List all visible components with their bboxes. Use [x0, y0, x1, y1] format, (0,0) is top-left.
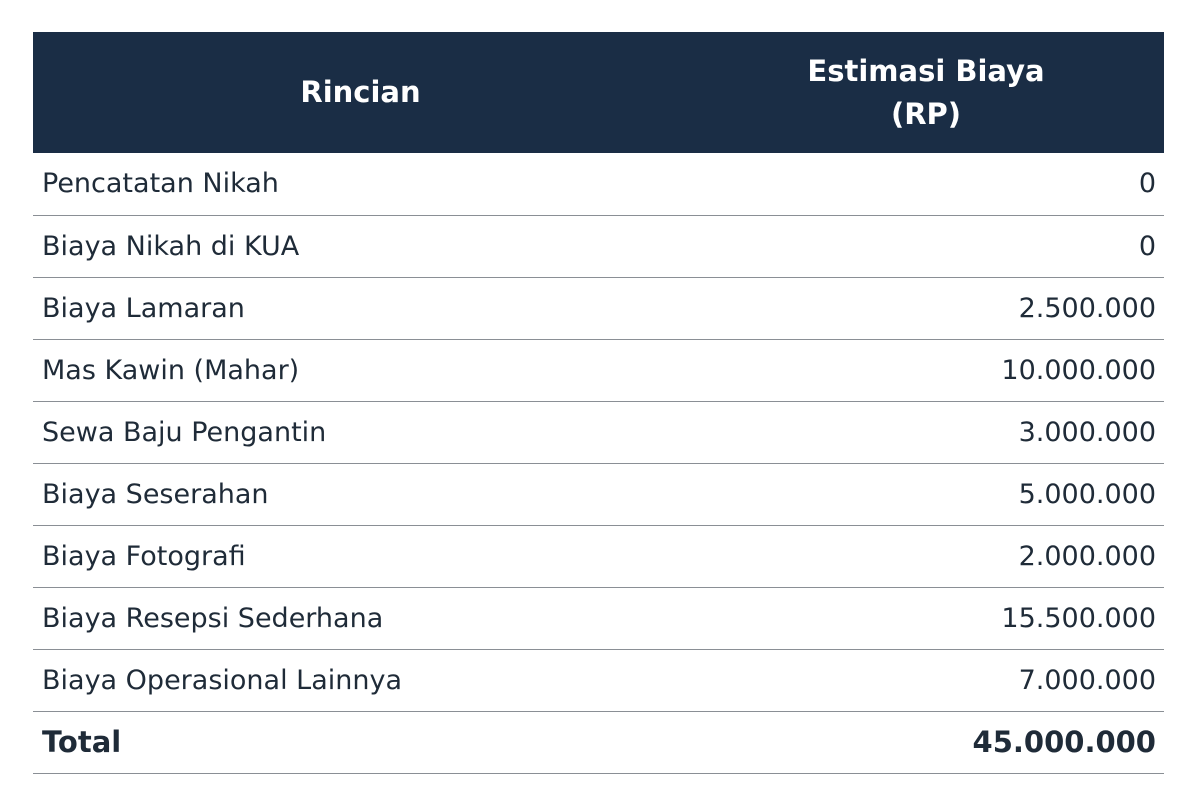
- row-item-label: Sewa Baju Pengantin: [42, 416, 327, 448]
- table-row: Sewa Baju Pengantin 3.000.000: [33, 401, 1164, 463]
- row-item-value: 5.000.000: [1018, 478, 1156, 510]
- row-item-value: 3.000.000: [1018, 416, 1156, 448]
- table-row: Mas Kawin (Mahar) 10.000.000: [33, 339, 1164, 401]
- table-row: Biaya Nikah di KUA 0: [33, 215, 1164, 277]
- total-value: 45.000.000: [972, 725, 1156, 759]
- row-item-label: Biaya Lamaran: [42, 292, 245, 324]
- header-rincian: Rincian: [33, 32, 688, 153]
- total-label: Total: [42, 725, 122, 759]
- table-row: Biaya Fotografi 2.000.000: [33, 525, 1164, 587]
- table-row: Biaya Resepsi Sederhana 15.500.000: [33, 587, 1164, 649]
- row-item-value: 10.000.000: [1001, 354, 1156, 386]
- row-item-value: 0: [1138, 230, 1156, 262]
- row-item-label: Pencatatan Nikah: [42, 168, 279, 200]
- header-rincian-label: Rincian: [300, 75, 421, 109]
- row-item-label: Biaya Resepsi Sederhana: [42, 602, 384, 634]
- row-item-value: 7.000.000: [1018, 664, 1156, 696]
- cost-estimate-table: Rincian Estimasi Biaya (RP) Pencatatan N…: [33, 32, 1164, 774]
- row-item-label: Biaya Seserahan: [42, 478, 269, 510]
- row-item-label: Mas Kawin (Mahar): [42, 354, 300, 386]
- row-item-value: 0: [1138, 168, 1156, 200]
- row-item-label: Biaya Operasional Lainnya: [42, 664, 402, 696]
- table-row: Biaya Seserahan 5.000.000: [33, 463, 1164, 525]
- table-row: Biaya Lamaran 2.500.000: [33, 277, 1164, 339]
- row-item-value: 2.500.000: [1018, 292, 1156, 324]
- header-estimasi-biaya: Estimasi Biaya (RP): [688, 32, 1164, 153]
- header-row: Rincian Estimasi Biaya (RP): [33, 32, 1164, 153]
- table-row: Biaya Operasional Lainnya 7.000.000: [33, 649, 1164, 711]
- row-item-value: 15.500.000: [1001, 602, 1156, 634]
- table-body: Pencatatan Nikah 0 Biaya Nikah di KUA 0 …: [33, 153, 1164, 773]
- cost-table-container: Rincian Estimasi Biaya (RP) Pencatatan N…: [33, 32, 1164, 774]
- table-header: Rincian Estimasi Biaya (RP): [33, 32, 1164, 153]
- table-row: Pencatatan Nikah 0: [33, 153, 1164, 215]
- row-item-value: 2.000.000: [1018, 540, 1156, 572]
- total-row: Total 45.000.000: [33, 711, 1164, 773]
- row-item-label: Biaya Nikah di KUA: [42, 230, 300, 262]
- header-estimasi-label: Estimasi Biaya (RP): [807, 53, 1045, 131]
- row-item-label: Biaya Fotografi: [42, 540, 246, 572]
